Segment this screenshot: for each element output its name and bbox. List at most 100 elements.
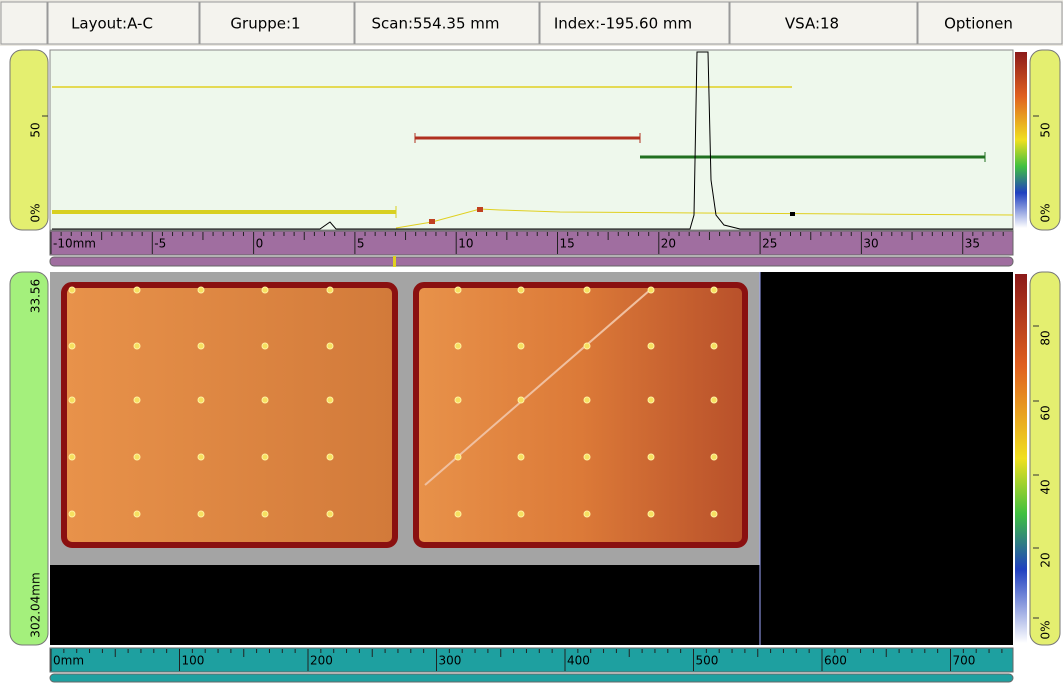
defect-dot	[198, 343, 204, 349]
defect-dot	[327, 343, 333, 349]
ruler-label: 33.56	[29, 279, 43, 313]
ruler-label: 15	[560, 237, 575, 251]
defect-dot	[198, 511, 204, 517]
ruler-label: 400	[567, 654, 590, 668]
defect-dot	[584, 287, 590, 293]
defect-dot	[262, 287, 268, 293]
ruler-label: 80	[1039, 330, 1053, 345]
ruler-label: 40	[1039, 479, 1053, 494]
toolbar-blank	[1, 2, 47, 44]
marker	[790, 212, 795, 216]
defect-dot	[262, 454, 268, 460]
defect-dot	[134, 454, 140, 460]
toolbar-label[interactable]: Layout:A-C	[71, 15, 153, 33]
toolbar-items: Layout:A-C Gruppe:1 Scan:554.35 mm Index:-1…	[1, 2, 1062, 44]
defect-dot	[327, 397, 333, 403]
defect-dot	[327, 287, 333, 293]
defect-dot	[518, 287, 524, 293]
defect-dot	[584, 343, 590, 349]
plate-2	[416, 285, 745, 545]
ruler-label: 200	[310, 654, 333, 668]
ruler-label: 600	[824, 654, 847, 668]
defect-dot	[69, 343, 75, 349]
a-cursor[interactable]	[393, 256, 396, 267]
tcg-point	[477, 207, 483, 212]
defect-dot	[518, 511, 524, 517]
screen: Layout:A-C Gruppe:1 Scan:554.35 mm Index:-1…	[0, 0, 1063, 683]
ruler-label: 302.04mm	[29, 572, 43, 637]
ruler-label: 10	[458, 237, 473, 251]
defect-dot	[262, 343, 268, 349]
defect-dot	[455, 454, 461, 460]
c-color-bar	[1015, 274, 1027, 643]
defect-dot	[711, 397, 717, 403]
toolbar-label[interactable]: VSA:18	[785, 15, 839, 33]
toolbar-label[interactable]: Index:-195.60 mm	[554, 15, 692, 33]
defect-dot	[198, 397, 204, 403]
toolbar-label[interactable]: Scan:554.35 mm	[372, 15, 500, 33]
ruler-label: 300	[439, 654, 462, 668]
defect-dot	[648, 287, 654, 293]
ruler-label: 0%	[29, 203, 43, 222]
a-left-ruler	[10, 50, 48, 230]
defect-dot	[584, 511, 590, 517]
ruler-label: 100	[182, 654, 205, 668]
ruler-label: 20	[1039, 552, 1053, 567]
ruler-label: 50	[29, 122, 43, 137]
defect-dot	[518, 454, 524, 460]
defect-dot	[584, 454, 590, 460]
defect-dot	[327, 511, 333, 517]
toolbar-label[interactable]: Optionen	[944, 15, 1013, 33]
ruler-label: 50	[1039, 122, 1053, 137]
defect-dot	[518, 343, 524, 349]
defect-dot	[198, 454, 204, 460]
ruler-label: 35	[965, 237, 980, 251]
defect-dot	[584, 397, 590, 403]
ruler-label: 25	[762, 237, 777, 251]
tcg-point	[429, 219, 435, 224]
defect-dot	[711, 287, 717, 293]
defect-dot	[455, 511, 461, 517]
ruler-label: 0	[256, 237, 264, 251]
ruler-label: -10mm	[53, 237, 96, 251]
c-scroll[interactable]	[50, 674, 1013, 682]
toolbar-label[interactable]: Gruppe:1	[230, 15, 300, 33]
defect-dot	[648, 397, 654, 403]
defect-dot	[518, 397, 524, 403]
defect-dot	[262, 397, 268, 403]
defect-dot	[327, 454, 333, 460]
ruler-label: 500	[696, 654, 719, 668]
defect-dot	[711, 511, 717, 517]
a-color-bar	[1015, 52, 1027, 228]
ruler-label: 30	[863, 237, 878, 251]
defect-dot	[69, 397, 75, 403]
ruler-label: 20	[661, 237, 676, 251]
page: {"toolbar": {"items": ["Layout:A-C", "Gr…	[0, 0, 1063, 683]
ruler-label: 0%	[1039, 203, 1053, 222]
c-right-ruler	[1030, 272, 1060, 645]
defect-dot	[455, 397, 461, 403]
defect-dot	[134, 287, 140, 293]
ruler-label: -5	[154, 237, 166, 251]
defect-dot	[711, 454, 717, 460]
ruler-label: 60	[1039, 405, 1053, 420]
defect-dot	[648, 343, 654, 349]
defect-dot	[648, 511, 654, 517]
defect-dot	[69, 287, 75, 293]
defect-dot	[198, 287, 204, 293]
plate-1	[64, 285, 395, 545]
ruler-label: 0mm	[53, 654, 84, 668]
ruler-label: 5	[357, 237, 365, 251]
defect-dot	[262, 511, 268, 517]
defect-dot	[134, 397, 140, 403]
defect-dot	[455, 343, 461, 349]
defect-dot	[69, 454, 75, 460]
defect-dot	[69, 511, 75, 517]
defect-dot	[134, 343, 140, 349]
a-scroll[interactable]	[50, 257, 1013, 266]
defect-dot	[455, 287, 461, 293]
a-right-ruler	[1030, 50, 1060, 230]
a-scan-area	[50, 50, 1013, 230]
defect-dot	[134, 511, 140, 517]
ruler-label: 700	[953, 654, 976, 668]
